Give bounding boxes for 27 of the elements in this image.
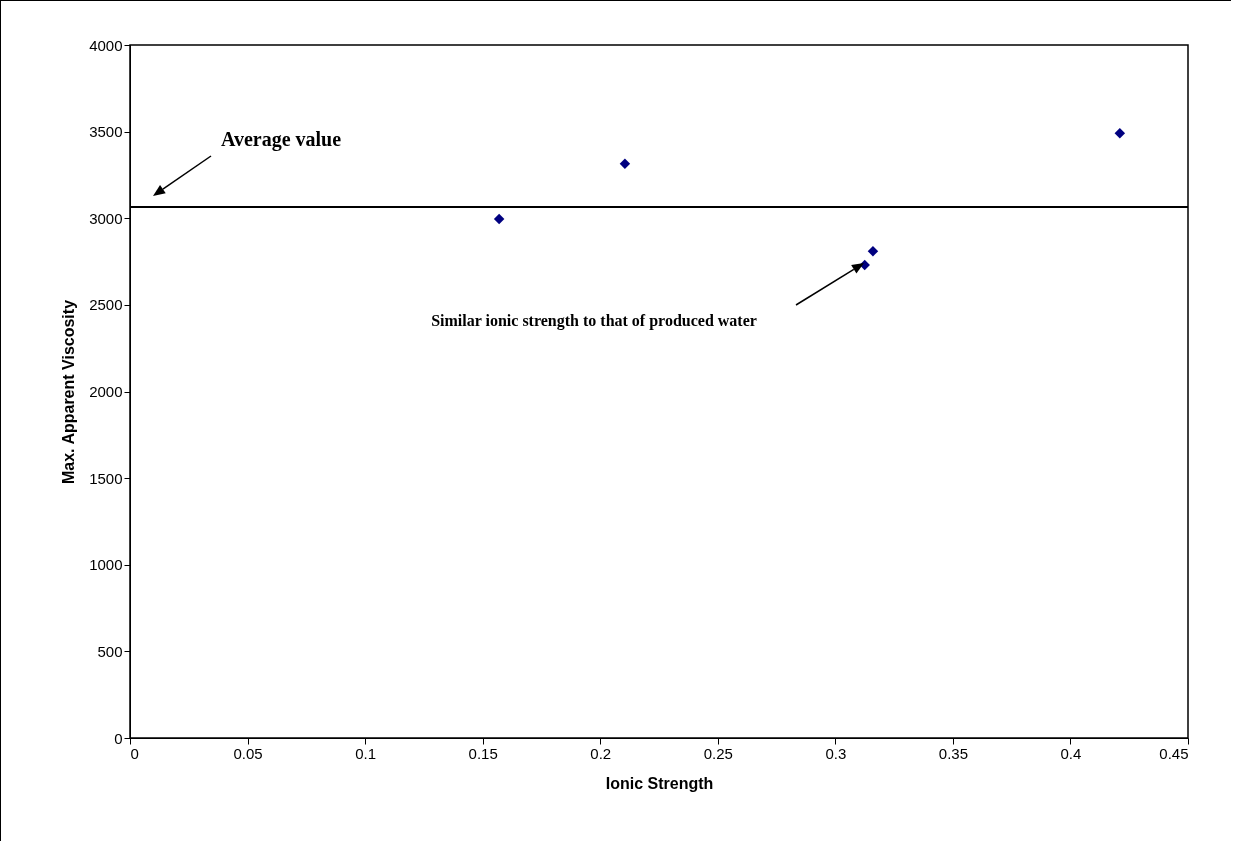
- x-tick-label: 0.4: [1060, 744, 1082, 762]
- y-tick-label: 1500: [89, 469, 123, 487]
- x-axis-title: Ionic Strength: [605, 774, 714, 792]
- y-tick-label: 3000: [89, 209, 123, 227]
- annotation: Average value: [220, 128, 342, 151]
- x-tick-label: 0: [130, 744, 139, 762]
- x-tick-label: 0.3: [825, 744, 847, 762]
- x-tick-label: 0.25: [703, 744, 733, 762]
- x-tick-label: 0.35: [938, 744, 968, 762]
- y-tick-label: 1000: [89, 556, 123, 574]
- x-tick-label: 0.2: [590, 744, 612, 762]
- x-tick-label: 0.05: [233, 744, 263, 762]
- x-tick-label: 0.1: [355, 744, 377, 762]
- point: [1114, 128, 1126, 139]
- y-tick-label: 2000: [89, 383, 123, 400]
- x-tick-label: 0.45: [1159, 744, 1189, 762]
- point: [619, 158, 631, 169]
- y-tick-label: 0: [114, 729, 123, 747]
- point: [493, 213, 505, 225]
- x-tick-label: 0.15: [468, 744, 498, 762]
- y-tick-label: 3500: [89, 123, 123, 141]
- y-tick-label: 2500: [89, 296, 123, 314]
- point: [867, 245, 879, 257]
- y-tick-label: 500: [97, 642, 123, 660]
- y-tick-label: 4000: [89, 36, 123, 54]
- annotation: Similar ionic strength to that of produced water: [431, 312, 757, 330]
- y-axis-title: Max. Apparent Viscosity: [60, 299, 78, 485]
